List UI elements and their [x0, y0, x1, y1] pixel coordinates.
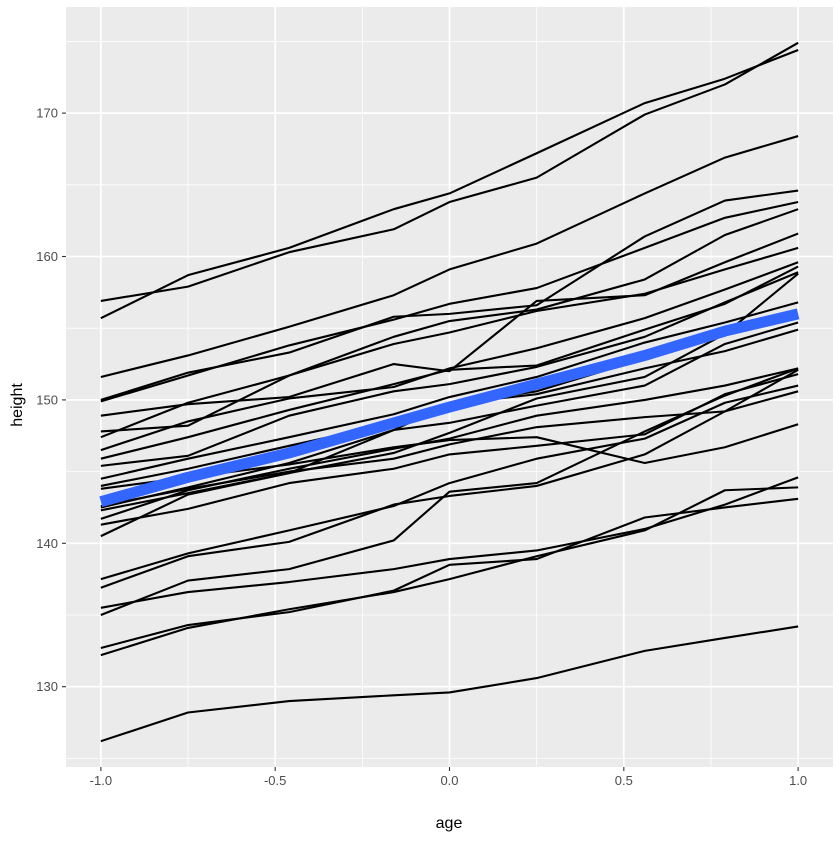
y-tick-label: 130 [36, 679, 58, 694]
x-tick-label: 0.0 [440, 773, 458, 788]
x-tick-label: -0.5 [264, 773, 286, 788]
series-lines [100, 41, 799, 743]
x-tick-label: 1.0 [789, 773, 807, 788]
series-line-26 [100, 486, 799, 657]
x-tick-label: 0.5 [615, 773, 633, 788]
series-line-2 [100, 49, 799, 320]
y-tick-label: 160 [36, 249, 58, 264]
series-line-23 [100, 367, 799, 616]
series-line-1 [100, 41, 799, 302]
series-line-6 [100, 208, 799, 433]
average-line [99, 308, 800, 508]
major-gridlines [66, 7, 833, 767]
x-axis-title: age [436, 815, 463, 832]
y-tick-label: 150 [36, 392, 58, 407]
y-tick-label: 170 [36, 106, 58, 121]
y-axis-title: height [9, 383, 26, 427]
series-line-11 [100, 271, 799, 467]
series-line-22 [100, 390, 799, 589]
series-line-12 [100, 301, 799, 480]
series-line-3 [100, 135, 799, 378]
y-tick-label: 140 [36, 536, 58, 551]
series-line-10 [100, 265, 799, 460]
series-line-21 [100, 384, 799, 581]
series-line-5 [100, 200, 799, 403]
series-line-8 [100, 232, 799, 417]
y-axis: 130 140 150 160 170 [36, 106, 66, 694]
x-tick-label: -1.0 [90, 773, 112, 788]
series-line-7 [100, 246, 799, 439]
series-line-24 [100, 476, 799, 609]
series-line-19 [100, 368, 799, 508]
series-line-17 [100, 321, 799, 538]
series-line-9 [100, 261, 799, 452]
x-axis: -1.0 -0.5 0.0 0.5 1.0 [90, 767, 807, 788]
average-line-group [99, 308, 800, 508]
series-line-27 [100, 625, 799, 743]
